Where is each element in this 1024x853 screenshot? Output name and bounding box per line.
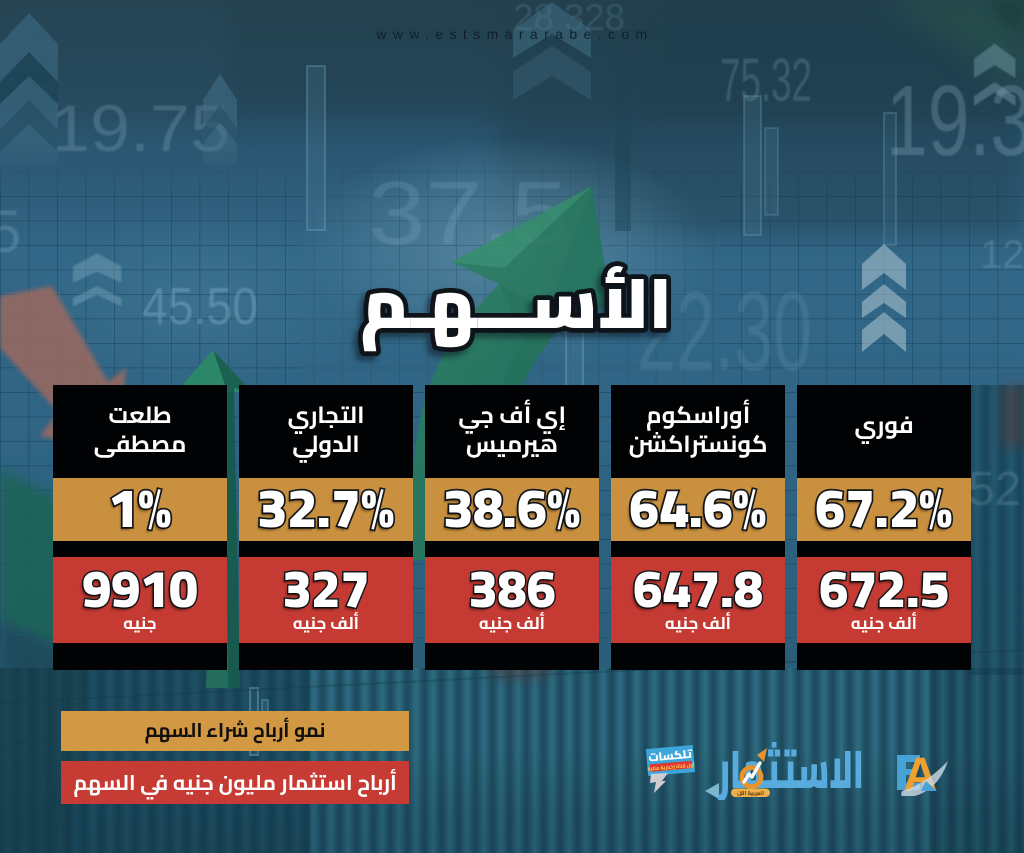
svg-text:الأســـهـم: الأســـهـم bbox=[360, 237, 672, 368]
svg-text:العربية الآن: العربية الآن bbox=[737, 789, 764, 799]
svg-text:19.3: 19.3 bbox=[886, 65, 1024, 177]
svg-text:19.75: 19.75 bbox=[50, 91, 230, 165]
svg-text:28 328: 28 328 bbox=[513, 0, 625, 38]
svg-text:75.32: 75.32 bbox=[720, 46, 812, 114]
svg-text:22.30: 22.30 bbox=[637, 269, 812, 394]
svg-text:الأســـهـم: الأســـهـم bbox=[360, 237, 672, 368]
svg-text:52: 52 bbox=[968, 463, 1021, 516]
svg-text:45.50: 45.50 bbox=[142, 278, 258, 336]
svg-text:5: 5 bbox=[0, 198, 21, 265]
svg-text:12: 12 bbox=[980, 233, 1024, 277]
svg-text:أول قناة إخبارية مالية: أول قناة إخبارية مالية bbox=[647, 759, 695, 773]
